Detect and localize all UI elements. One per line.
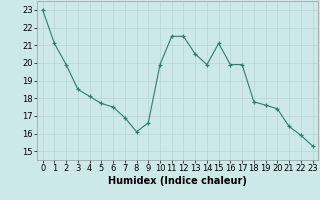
X-axis label: Humidex (Indice chaleur): Humidex (Indice chaleur) bbox=[108, 176, 247, 186]
